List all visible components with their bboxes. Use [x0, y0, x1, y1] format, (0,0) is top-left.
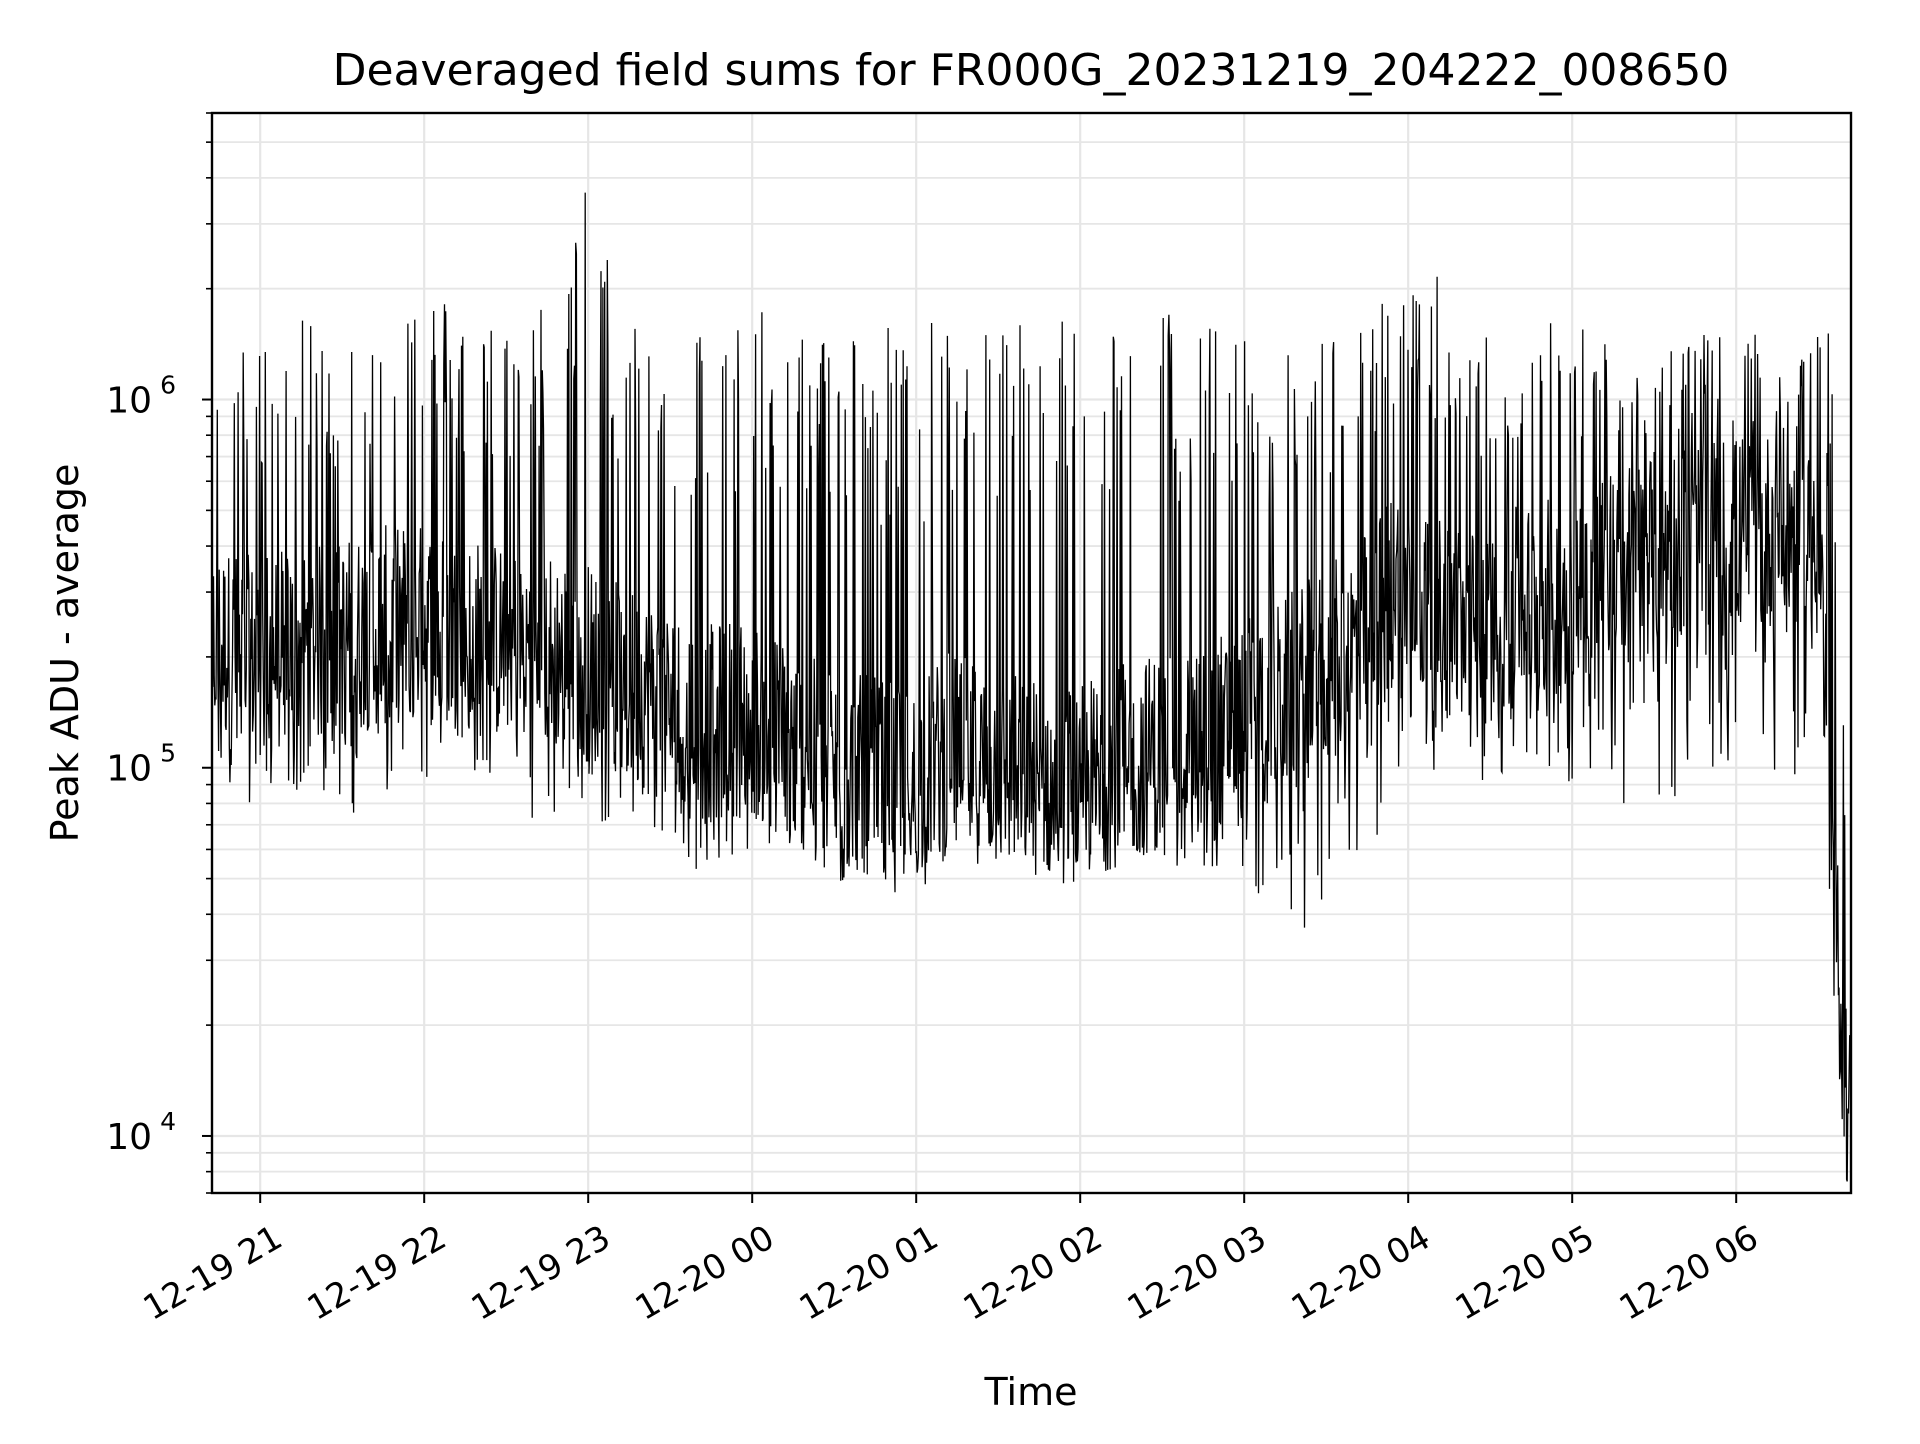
x-tick-label: 12-20 01: [793, 1218, 945, 1329]
plot-frame: [210, 111, 1853, 1195]
x-tick-label: 12-20 03: [1121, 1218, 1273, 1329]
x-tick-label: 12-20 05: [1449, 1218, 1601, 1329]
x-tick-label: 12-20 04: [1285, 1218, 1437, 1329]
x-tick-label: 12-20 06: [1613, 1218, 1765, 1329]
y-tick-exponent: 6: [160, 371, 176, 400]
y-tick-exponent: 4: [160, 1107, 176, 1136]
y-tick-label: 10: [106, 749, 152, 790]
x-axis-label: Time: [984, 1370, 1078, 1414]
y-axis: 10 4 10 5 10 6: [106, 112, 212, 1194]
y-tick-exponent: 5: [160, 739, 176, 768]
y-axis-label: Peak ADU - average: [43, 464, 87, 843]
x-tick-label: 12-19 21: [137, 1218, 289, 1329]
x-tick-label: 12-19 23: [465, 1218, 617, 1329]
x-tick-label: 12-19 22: [301, 1218, 453, 1329]
y-tick-label: 10: [106, 381, 152, 422]
series-layer: [212, 192, 1851, 1187]
series-line: [212, 192, 1851, 1187]
chart-title: Deaveraged field sums for FR000G_2023121…: [333, 45, 1730, 96]
x-tick-label: 12-20 00: [629, 1218, 781, 1329]
x-tick-label: 12-20 02: [957, 1218, 1109, 1329]
y-tick-label: 10: [106, 1117, 152, 1158]
x-axis: 12-19 21 12-19 22 12-19 23 12-20 00 12-20 01…: [137, 1193, 1765, 1329]
